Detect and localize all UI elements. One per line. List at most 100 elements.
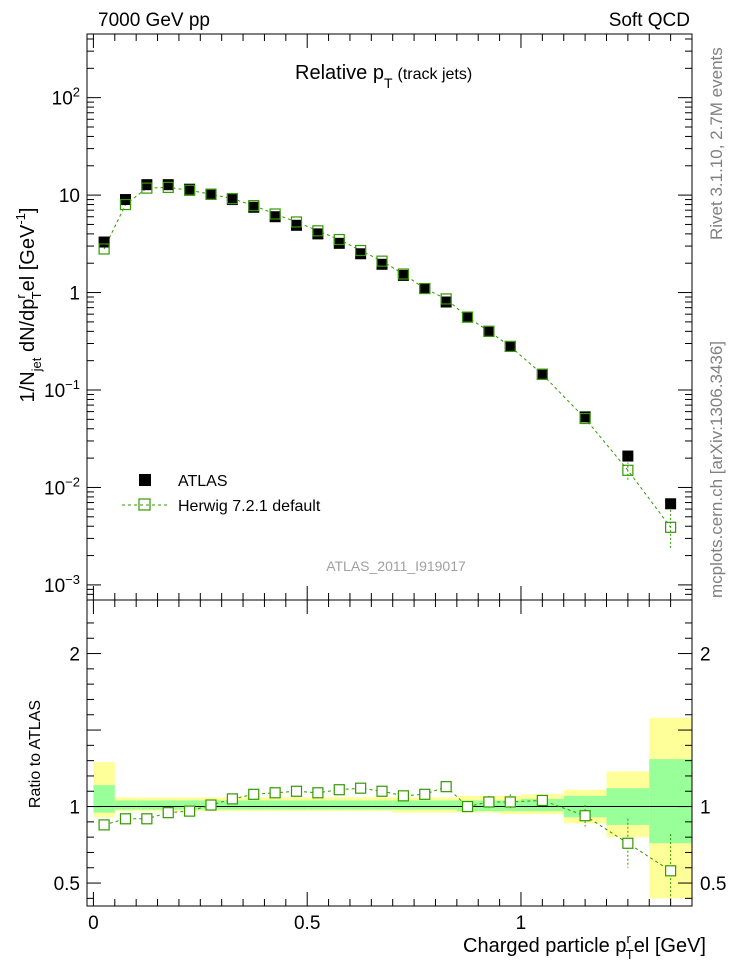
atlas-data-point: [504, 340, 516, 352]
ratio-band-inner: [649, 759, 692, 844]
atlas-data-point: [440, 296, 452, 308]
ratio-mc-point: [376, 785, 388, 797]
ratio-band-inner: [328, 800, 350, 810]
atlas-data-point: [419, 283, 431, 295]
ratio-band-inner: [371, 800, 393, 810]
ratio-mc-point: [226, 793, 238, 805]
ratio-mc-point: [461, 800, 474, 813]
mc-data-point: [504, 340, 516, 353]
axes: 0 0.5 1 10−3 10−2 10−1 1 10 102 0.5 0.5 1 1 2 2: [44, 33, 726, 934]
x-tick-label: 1: [516, 913, 527, 934]
atlas-data-point: [622, 450, 634, 462]
atlas-data-point: [397, 269, 409, 281]
legend-mc-marker: [138, 498, 151, 511]
mcplots-label: mcplots.cern.ch [arXiv:1306.3436]: [707, 341, 726, 598]
ratio-series: [98, 781, 677, 906]
rivet-label: Rivet 3.1.10, 2.7M events: [707, 47, 726, 240]
mc-data-point: [184, 184, 196, 196]
mc-data-point: [98, 243, 110, 255]
atlas-data-point: [269, 211, 281, 223]
legend: ATLAS Herwig 7.2.1 default: [122, 473, 321, 515]
ratio-band-inner: [264, 800, 286, 810]
plot-title: Relative pT (track jets): [295, 62, 472, 91]
ratio-mc-point: [248, 788, 260, 800]
atlas-data-point: [291, 219, 303, 231]
ratio-mc-point: [184, 805, 196, 817]
ratio-tick-label-right: 0.5: [700, 874, 726, 895]
ratio-band-inner: [178, 800, 201, 810]
atlas-data-point: [312, 228, 324, 240]
ratio-mc-point: [536, 794, 548, 807]
ratio-tick-label-left: 1: [69, 798, 80, 819]
mc-data-point: [162, 181, 174, 193]
ratio-tick-label-right: 2: [700, 645, 711, 666]
ratio-band-inner: [414, 800, 436, 810]
ratio-band-inner: [349, 800, 372, 810]
ratio-mc-point: [579, 810, 591, 822]
x-axis-label: Charged particle pr Tel [GeV]: [463, 931, 706, 962]
main-series: [98, 179, 677, 548]
mc-data-point: [226, 193, 238, 205]
x-tick-label: 0.5: [294, 913, 320, 934]
ratio-band-inner: [157, 800, 179, 810]
y-tick-label: 10−3: [44, 572, 80, 597]
ratio-mc-point: [483, 796, 495, 808]
ratio-mc-point: [355, 782, 367, 794]
atlas-data-point: [376, 258, 388, 270]
mc-data-point: [397, 268, 409, 280]
ratio-band-inner: [392, 800, 415, 810]
atlas-data-point: [162, 179, 174, 191]
ratio-uncertainty-bands: [87, 717, 692, 899]
ratio-tick-label-left: 0.5: [54, 874, 80, 895]
analysis-watermark: ATLAS_2011_I919017: [326, 558, 466, 574]
atlas-data-point: [483, 325, 495, 337]
ratio-mc-point: [440, 781, 452, 793]
atlas-data-point: [205, 188, 217, 200]
x-tick-label: 0: [88, 913, 99, 934]
mc-data-point: [312, 225, 324, 237]
atlas-data-point: [355, 248, 367, 260]
ratio-mc-point: [98, 819, 110, 831]
ratio-mc-point: [119, 813, 132, 825]
ratio-band-inner: [307, 800, 329, 810]
main-frame: [86, 33, 693, 601]
mc-data-point: [461, 311, 474, 323]
y-tick-label: 10−1: [44, 377, 80, 402]
mc-data-point: [269, 208, 281, 220]
ratio-mc-point: [397, 790, 409, 802]
mc-data-point: [483, 325, 495, 337]
mc-data-point: [355, 244, 367, 257]
mc-data-point: [419, 282, 431, 295]
y-tick-label: 10−2: [44, 474, 80, 499]
ratio-frame: [86, 599, 693, 907]
mc-data-point: [536, 368, 548, 380]
mc-data-point: [290, 216, 303, 228]
ratio-mc-point: [665, 865, 677, 877]
mc-data-point: [579, 412, 591, 425]
ratio-y-axis-label: Ratio to ATLAS: [27, 700, 44, 808]
ratio-band-inner: [243, 800, 265, 810]
ratio-mc-point: [162, 807, 174, 819]
ratio-band-inner: [221, 800, 244, 810]
mc-data-point: [333, 233, 345, 246]
y-tick-label: 102: [52, 85, 80, 110]
mc-data-point: [119, 198, 132, 211]
ratio-band-inner: [93, 785, 115, 813]
ratio-band-inner: [435, 800, 457, 810]
atlas-data-point: [184, 183, 196, 195]
mc-data-point: [248, 200, 260, 212]
header-left: 7000 GeV pp: [98, 10, 210, 31]
header-right: Soft QCD: [609, 10, 690, 31]
mc-data-point: [141, 182, 153, 194]
ratio-mc-point: [290, 785, 303, 797]
y-axis-label: 1/Njet dN/dprTel [GeV-1]: [13, 208, 44, 403]
ratio-mc-point: [269, 787, 281, 799]
ratio-tick-label-left: 2: [69, 645, 80, 666]
legend-atlas-label: ATLAS: [178, 473, 228, 490]
ratio-mc-point: [622, 837, 634, 849]
atlas-data-point: [98, 236, 110, 248]
ratio-tick-label-right: 1: [700, 798, 711, 819]
ratio-mc-point: [141, 813, 153, 825]
atlas-data-point: [333, 237, 345, 249]
